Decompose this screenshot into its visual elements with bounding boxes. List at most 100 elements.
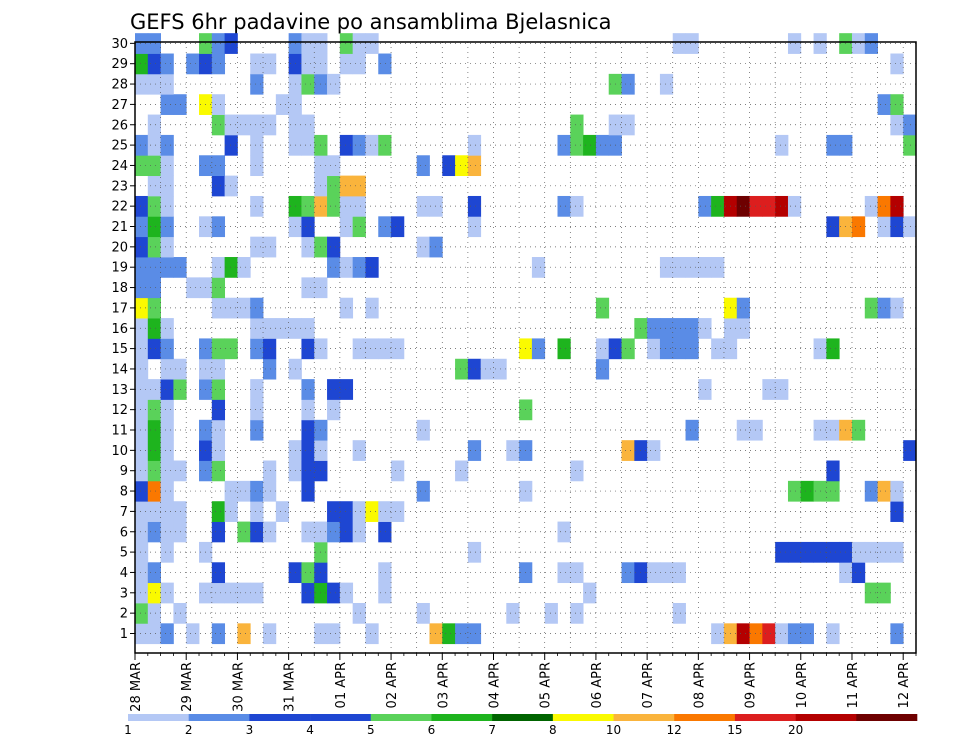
heatmap-cell [890, 541, 904, 563]
heatmap-cell [877, 582, 891, 604]
y-tick-label: 2 [120, 607, 128, 622]
heatmap-cell [352, 501, 366, 522]
heatmap-cell [659, 318, 674, 339]
colorbar-label: 8 [549, 723, 557, 737]
y-axis-ticks: 1234567891011121314151617181920212223242… [111, 37, 135, 642]
heatmap-cell [301, 460, 315, 482]
heatmap-cell [160, 358, 174, 380]
colorbar-swatch [128, 714, 189, 721]
heatmap-cell [147, 114, 161, 136]
heatmap-cell [890, 94, 904, 115]
heatmap-cell [890, 501, 904, 522]
colorbar-label: 3 [246, 723, 254, 737]
heatmap-cell [672, 338, 686, 360]
heatmap-cell [135, 33, 149, 54]
heatmap-cell [147, 460, 161, 482]
heatmap-cell [365, 623, 379, 645]
heatmap-cell [890, 216, 904, 238]
heatmap-cell [301, 521, 315, 543]
heatmap-cell [583, 582, 597, 604]
chart-title: GEFS 6hr padavine po ansamblima Bjelasni… [130, 10, 611, 34]
x-tick-label: 29 MAR [180, 662, 195, 712]
heatmap-cell [339, 501, 354, 522]
heatmap-cell [250, 501, 264, 522]
heatmap-cell [467, 358, 482, 380]
heatmap-cell [250, 419, 264, 441]
heatmap-cell [429, 236, 443, 258]
heatmap-cell [467, 195, 482, 217]
heatmap-cell [250, 338, 264, 360]
heatmap-cell [659, 257, 674, 278]
heatmap-cell [339, 216, 354, 238]
y-tick-label: 5 [120, 546, 128, 561]
heatmap-cell [455, 460, 469, 482]
colorbar-swatch [856, 714, 918, 721]
heatmap-cell [135, 195, 149, 217]
heatmap-cell [211, 521, 226, 543]
heatmap-cell [467, 623, 482, 645]
heatmap-cell [698, 318, 712, 339]
heatmap-cell [211, 155, 226, 177]
heatmap-cell [160, 379, 174, 400]
heatmap-cell [851, 562, 866, 584]
heatmap-cell [711, 195, 725, 217]
heatmap-cell [250, 582, 264, 604]
x-tick-label: 09 APR [744, 662, 759, 708]
x-tick-label: 01 APR [334, 662, 349, 708]
heatmap-cell [775, 134, 789, 156]
heatmap-cell [787, 33, 802, 54]
heatmap-cell [250, 399, 264, 421]
heatmap-cell [147, 623, 161, 645]
heatmap-cell [263, 236, 277, 258]
x-tick-label: 31 MAR [283, 662, 298, 712]
heatmap-cell [890, 623, 904, 645]
x-tick-label: 10 APR [795, 662, 810, 708]
heatmap-cell [160, 338, 174, 360]
heatmap-cell [480, 358, 494, 380]
heatmap-cell [672, 562, 686, 584]
heatmap-cell [327, 73, 341, 95]
heatmap-cell [147, 338, 161, 360]
heatmap-cell [147, 419, 161, 441]
y-tick-label: 1 [120, 627, 128, 642]
heatmap-cell [595, 297, 610, 319]
heatmap-cell [762, 623, 776, 645]
heatmap-cell [711, 623, 725, 645]
heatmap-cell [224, 501, 238, 522]
heatmap-cell [147, 582, 161, 604]
heatmap-cell [339, 582, 354, 604]
heatmap-cell [826, 623, 840, 645]
x-tick-label: 04 APR [488, 662, 503, 708]
heatmap-cell [365, 33, 379, 54]
heatmap-cell [147, 236, 161, 258]
colorbar-swatch [188, 714, 250, 721]
heatmap-cell [263, 318, 277, 339]
heatmap-cell [301, 216, 315, 238]
heatmap-cell [135, 541, 149, 563]
heatmap-cell [250, 297, 264, 319]
heatmap-cell [160, 195, 174, 217]
heatmap-cell [352, 257, 366, 278]
heatmap-cell [365, 257, 379, 278]
colorbar-swatch [370, 714, 432, 721]
heatmap-cell [352, 195, 366, 217]
heatmap-cell [224, 480, 238, 502]
heatmap-cell [570, 195, 584, 217]
heatmap-cell [160, 155, 174, 177]
heatmap-cell [851, 419, 866, 441]
heatmap-cell [352, 338, 366, 360]
heatmap-cell [263, 623, 277, 645]
heatmap-cell [775, 379, 789, 400]
heatmap-cell [211, 114, 226, 136]
heatmap-cell [595, 134, 610, 156]
heatmap-cell [301, 399, 315, 421]
heatmap-cell [301, 419, 315, 441]
heatmap-cell [685, 257, 699, 278]
heatmap-cell [301, 33, 315, 54]
heatmap-cell [186, 53, 200, 75]
heatmap-cell [352, 53, 366, 75]
heatmap-cell [378, 134, 392, 156]
heatmap-cell [672, 257, 686, 278]
heatmap-cell [711, 338, 725, 360]
heatmap-cell [160, 53, 174, 75]
